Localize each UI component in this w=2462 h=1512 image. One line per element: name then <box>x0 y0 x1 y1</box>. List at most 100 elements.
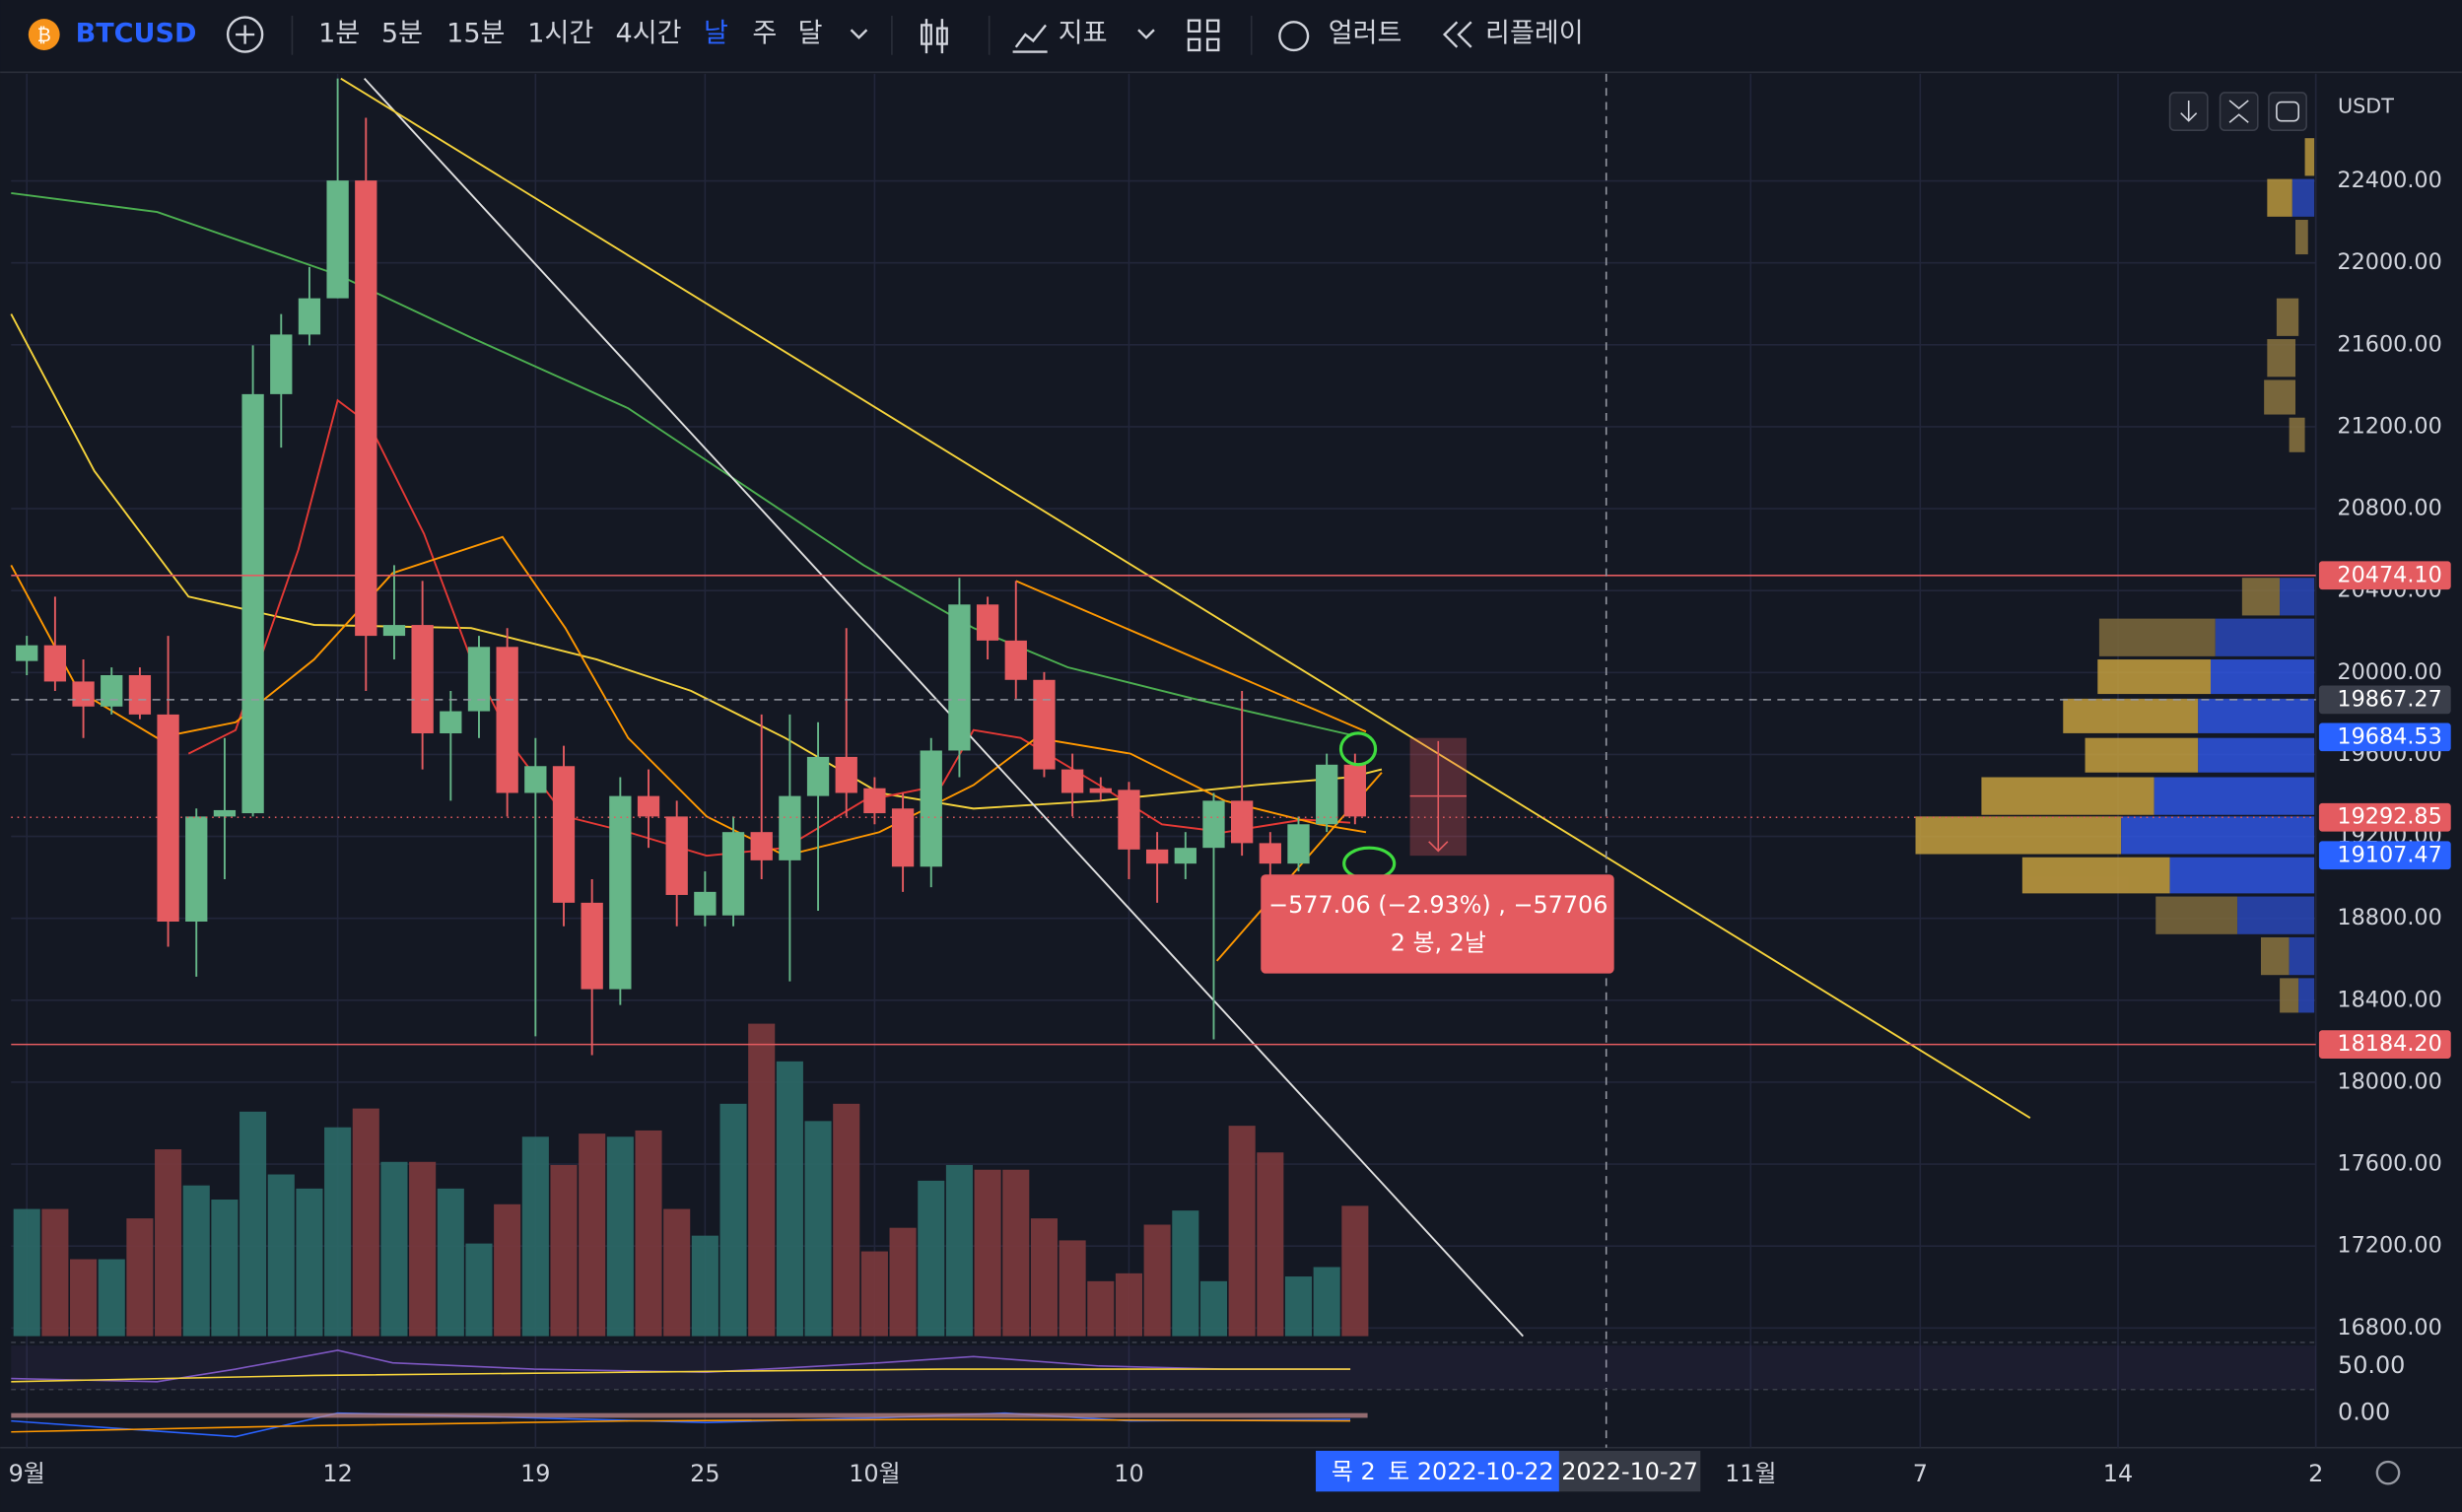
volume-bar <box>13 1208 40 1337</box>
add-symbol[interactable] <box>226 16 264 53</box>
settings-icon[interactable] <box>2375 1460 2401 1485</box>
profile-bar <box>2304 138 2315 176</box>
profile-bar <box>1981 777 2154 815</box>
profile-bar <box>2267 339 2296 378</box>
candle-body <box>976 604 999 641</box>
price-tag-label: 19867.27 <box>2337 686 2441 712</box>
ma-orange <box>10 535 1367 858</box>
profile-bar <box>2260 936 2290 976</box>
interval[interactable]: 5분 <box>381 19 423 49</box>
y-tick-label: 20800.00 <box>2337 496 2441 521</box>
y-tick-label: 21200.00 <box>2337 413 2441 439</box>
profile-bar <box>2215 618 2315 656</box>
volume-bar <box>521 1136 549 1337</box>
interval[interactable]: 1시간 <box>527 19 593 49</box>
collapse-icon <box>2228 100 2249 123</box>
volume-bar <box>1059 1240 1086 1337</box>
y-tick-label: 17600.00 <box>2337 1151 2441 1177</box>
volume-profile <box>1915 138 2315 1013</box>
measure-span: 2 봉, 2날 <box>1391 928 1486 956</box>
candle-body <box>779 795 801 860</box>
candle-body <box>948 604 971 751</box>
alert[interactable]: 얼러트 <box>1329 19 1402 49</box>
collapse-button[interactable] <box>2219 92 2259 132</box>
volume-bar <box>1313 1267 1340 1337</box>
volume-bar <box>945 1164 973 1337</box>
volume-bar <box>182 1185 210 1337</box>
volume-bar <box>691 1235 718 1337</box>
candle-body <box>185 816 208 922</box>
candle-body <box>1231 800 1254 844</box>
candle-body <box>43 645 67 682</box>
chevron[interactable] <box>1137 29 1155 39</box>
candle-body <box>1033 679 1056 770</box>
volume-bar <box>1143 1224 1171 1337</box>
profile-bar <box>2198 737 2315 773</box>
volume-bar <box>211 1200 239 1337</box>
volume-bar <box>380 1161 408 1337</box>
plus-icon <box>236 25 255 44</box>
profile-bar <box>2210 659 2315 695</box>
profile-bar <box>2264 379 2296 415</box>
candle-body <box>270 334 293 394</box>
candle-type-icon[interactable] <box>920 19 948 54</box>
volume-bar <box>494 1203 521 1337</box>
profile-bar <box>2280 978 2299 1013</box>
x-tick-label: 2 <box>2308 1460 2323 1487</box>
arrow-icon <box>2180 100 2198 122</box>
osc-label: 0.00 <box>2338 1399 2390 1426</box>
candle-body <box>326 180 349 299</box>
candles <box>16 78 1366 1056</box>
volume-bar <box>98 1259 125 1337</box>
crosshair-day: 목 2 <box>1332 1458 1376 1485</box>
interval[interactable]: 1분 <box>318 19 360 49</box>
volume-bar <box>1341 1205 1369 1337</box>
currency[interactable]: USDT <box>2338 94 2394 117</box>
highlight-circle <box>1338 731 1378 767</box>
profile-bar <box>2276 298 2299 336</box>
x-tick-label: 10월 <box>849 1460 900 1487</box>
profile-bar <box>2298 978 2315 1013</box>
profile-bar <box>2063 698 2199 733</box>
interval[interactable]: 4시간 <box>616 19 682 49</box>
profile-bar <box>2241 578 2281 616</box>
layout-icon[interactable] <box>1187 19 1220 52</box>
volume-bar <box>663 1208 691 1337</box>
price-tag <box>2318 802 2451 832</box>
indicators[interactable]: 지표 <box>1059 19 1108 49</box>
interval[interactable]: 달 <box>798 19 823 49</box>
interval[interactable]: 날 <box>704 19 728 49</box>
measure-arrow <box>1409 740 1467 853</box>
replay[interactable]: 리플레이 <box>1485 19 1584 49</box>
profile-bar <box>2289 417 2305 452</box>
volume-bar <box>70 1259 98 1337</box>
profile-bar <box>2097 659 2211 695</box>
alert-icon[interactable] <box>1278 21 1310 52</box>
profile-bar <box>2198 698 2315 733</box>
time-axis: 9월 12 19 25 10월 10 11월 7 14 2 <box>9 1460 2324 1487</box>
symbol[interactable]: BTCUSD <box>76 19 197 49</box>
profile-bar <box>2237 896 2315 934</box>
interval[interactable]: 주 <box>752 19 777 49</box>
candle-body <box>128 674 152 715</box>
profile-bar <box>2121 816 2315 855</box>
crosshair-date-box <box>1316 1450 1559 1492</box>
toolbar <box>0 0 2462 71</box>
indicator-icon[interactable] <box>1012 24 1048 53</box>
volume-bar <box>324 1127 352 1337</box>
profile-bar <box>2295 220 2308 255</box>
fullscreen-button[interactable] <box>2268 92 2307 132</box>
price-tag-label: 19684.53 <box>2337 723 2441 749</box>
chevron[interactable] <box>850 29 868 39</box>
replay-icon[interactable] <box>1442 21 1472 48</box>
x-tick-label: 19 <box>520 1460 550 1487</box>
volume-bar <box>1228 1126 1256 1337</box>
volume-bar <box>465 1243 493 1337</box>
interval[interactable]: 15분 <box>446 19 505 49</box>
candle-body <box>552 766 576 903</box>
candle-body <box>298 298 321 335</box>
price-tag <box>2318 685 2451 715</box>
volume-bar <box>296 1188 323 1337</box>
